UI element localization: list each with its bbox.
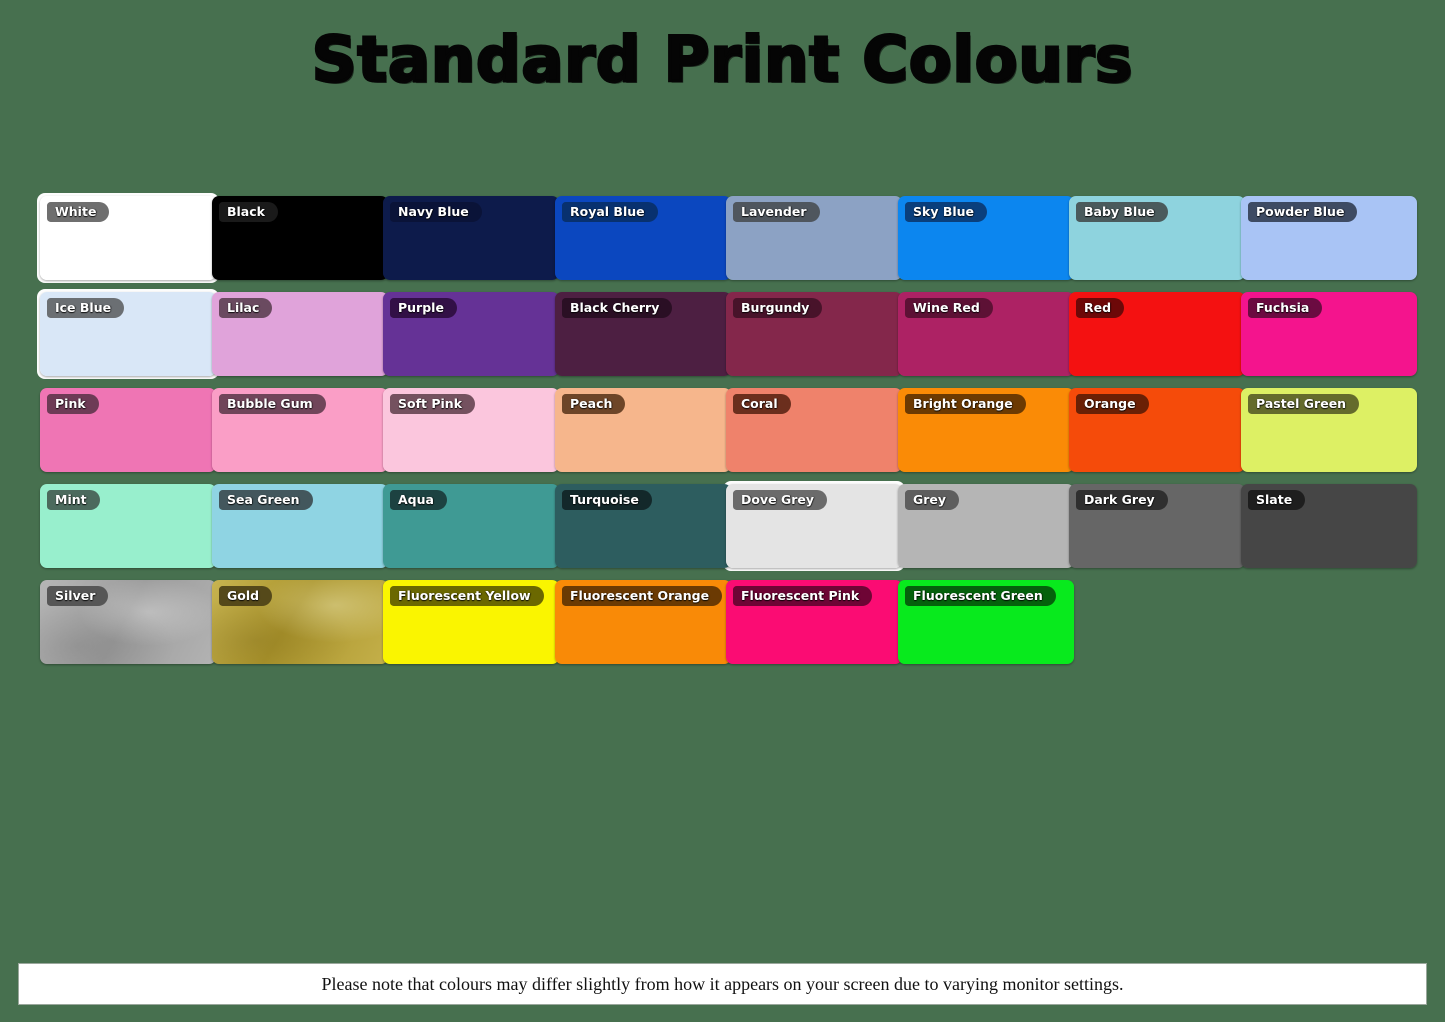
swatch-label: Coral	[733, 394, 791, 414]
swatch-label: Silver	[47, 586, 109, 606]
swatch-label: Aqua	[390, 490, 447, 510]
swatch-label: Black	[219, 202, 278, 222]
swatch-label: White	[47, 202, 110, 222]
swatch-turquoise[interactable]: Turquoise	[555, 484, 731, 568]
swatch-label: Baby Blue	[1076, 202, 1168, 222]
swatch-label: Sea Green	[219, 490, 313, 510]
swatch-baby-blue[interactable]: Baby Blue	[1069, 196, 1245, 280]
swatch-row: White Black Navy Blue Royal Blue Lavender Sky…	[37, 193, 1417, 292]
swatch-grey[interactable]: Grey	[898, 484, 1074, 568]
swatch-label: Fluorescent Green	[905, 586, 1056, 606]
swatch-label: Black Cherry	[562, 298, 673, 318]
swatch-fluorescent-pink[interactable]: Fluorescent Pink	[726, 580, 902, 664]
swatch-wine-red[interactable]: Wine Red	[898, 292, 1074, 376]
swatch-coral[interactable]: Coral	[726, 388, 902, 472]
swatch-label: Gold	[219, 586, 273, 606]
swatch-dove-grey[interactable]: Dove Grey	[723, 481, 905, 571]
swatch-label: Fluorescent Pink	[733, 586, 873, 606]
swatch-navy-blue[interactable]: Navy Blue	[383, 196, 559, 280]
swatch-lilac[interactable]: Lilac	[212, 292, 388, 376]
swatch-white[interactable]: White	[37, 193, 219, 283]
swatch-fluorescent-green[interactable]: Fluorescent Green	[898, 580, 1074, 664]
swatch-red[interactable]: Red	[1069, 292, 1245, 376]
swatch-fluorescent-yellow[interactable]: Fluorescent Yellow	[383, 580, 559, 664]
swatch-bright-orange[interactable]: Bright Orange	[898, 388, 1074, 472]
swatch-purple[interactable]: Purple	[383, 292, 559, 376]
swatch-ice-blue[interactable]: Ice Blue	[37, 289, 219, 379]
footer-note: Please note that colours may differ slig…	[18, 963, 1427, 1005]
swatch-label: Turquoise	[562, 490, 652, 510]
swatch-mint[interactable]: Mint	[40, 484, 216, 568]
swatch-lavender[interactable]: Lavender	[726, 196, 902, 280]
swatch-label: Grey	[905, 490, 960, 510]
swatch-royal-blue[interactable]: Royal Blue	[555, 196, 731, 280]
swatch-label: Fluorescent Yellow	[390, 586, 544, 606]
swatch-label: Pink	[47, 394, 99, 414]
swatch-label: Peach	[562, 394, 626, 414]
swatch-label: Slate	[1248, 490, 1306, 510]
swatch-label: Bright Orange	[905, 394, 1026, 414]
swatch-aqua[interactable]: Aqua	[383, 484, 559, 568]
swatch-label: Soft Pink	[390, 394, 476, 414]
swatch-soft-pink[interactable]: Soft Pink	[383, 388, 559, 472]
swatch-burgundy[interactable]: Burgundy	[726, 292, 902, 376]
swatch-slate[interactable]: Slate	[1241, 484, 1417, 568]
swatch-label: Royal Blue	[562, 202, 658, 222]
swatch-black-cherry[interactable]: Black Cherry	[555, 292, 731, 376]
swatch-row: Ice Blue Lilac Purple Black Cherry Burgundy W…	[37, 289, 1417, 388]
swatch-silver[interactable]: Silver	[40, 580, 216, 664]
page-title: Standard Print Colours	[310, 22, 1134, 97]
swatch-label: Fuchsia	[1248, 298, 1323, 318]
swatch-bubble-gum[interactable]: Bubble Gum	[212, 388, 388, 472]
swatch-row: Mint Sea Green Aqua Turquoise Dove Grey Grey D…	[40, 481, 1417, 580]
swatch-fluorescent-orange[interactable]: Fluorescent Orange	[555, 580, 731, 664]
swatch-label: Lilac	[219, 298, 273, 318]
swatch-label: Lavender	[733, 202, 820, 222]
swatch-dark-grey[interactable]: Dark Grey	[1069, 484, 1245, 568]
swatch-label: Dark Grey	[1076, 490, 1168, 510]
swatch-label: Burgundy	[733, 298, 823, 318]
swatch-pastel-green[interactable]: Pastel Green	[1241, 388, 1417, 472]
swatch-label: Orange	[1076, 394, 1149, 414]
swatch-label: Fluorescent Orange	[562, 586, 723, 606]
swatch-label: Purple	[390, 298, 457, 318]
swatch-label: Ice Blue	[47, 298, 125, 318]
swatch-fuchsia[interactable]: Fuchsia	[1241, 292, 1417, 376]
swatch-label: Pastel Green	[1248, 394, 1360, 414]
swatch-row: Pink Bubble Gum Soft Pink Peach Coral Bright …	[40, 388, 1417, 484]
footer-note-text: Please note that colours may differ slig…	[321, 973, 1124, 994]
swatch-orange[interactable]: Orange	[1069, 388, 1245, 472]
swatch-label: Mint	[47, 490, 100, 510]
swatch-label: Red	[1076, 298, 1125, 318]
colour-swatch-grid: White Black Navy Blue Royal Blue Lavender Sky…	[37, 193, 1417, 676]
swatch-label: Bubble Gum	[219, 394, 326, 414]
swatch-sea-green[interactable]: Sea Green	[212, 484, 388, 568]
swatch-sky-blue[interactable]: Sky Blue	[898, 196, 1074, 280]
swatch-peach[interactable]: Peach	[555, 388, 731, 472]
swatch-row: Silver Gold Fluorescent Yellow Fluorescent …	[40, 580, 1410, 676]
swatch-black[interactable]: Black	[212, 196, 388, 280]
swatch-label: Sky Blue	[905, 202, 988, 222]
swatch-label: Dove Grey	[733, 490, 827, 510]
swatch-label: Navy Blue	[390, 202, 482, 222]
swatch-label: Powder Blue	[1248, 202, 1358, 222]
swatch-pink[interactable]: Pink	[40, 388, 216, 472]
swatch-powder-blue[interactable]: Powder Blue	[1241, 196, 1417, 280]
swatch-gold[interactable]: Gold	[212, 580, 388, 664]
swatch-label: Wine Red	[905, 298, 993, 318]
